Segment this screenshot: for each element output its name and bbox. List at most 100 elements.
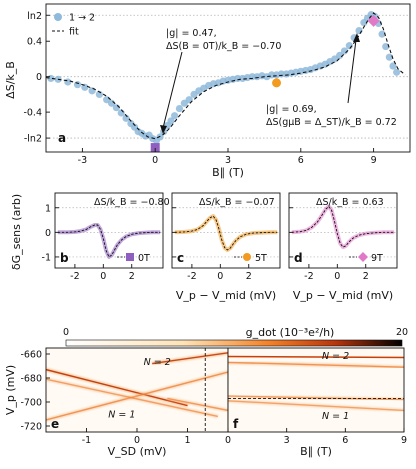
y-tick-label: -720 bbox=[20, 422, 42, 433]
data-point bbox=[171, 112, 179, 120]
annotation-2-arrow bbox=[347, 39, 357, 104]
data-point bbox=[393, 68, 401, 76]
diamond-marker-icon bbox=[358, 252, 368, 262]
panel-e-letter: e bbox=[51, 417, 59, 431]
x-tick-label: -2 bbox=[187, 271, 196, 282]
charge-state-label: N = 1 bbox=[108, 410, 135, 421]
data-point bbox=[378, 30, 386, 38]
marker-5T bbox=[272, 78, 282, 88]
x-tick-label: 1 bbox=[185, 435, 191, 446]
data-point bbox=[385, 53, 393, 61]
panel-c: -2 0 2 ΔS/k_B = −0.07 c 5T V_p − V_mid (mV… bbox=[171, 192, 281, 302]
colorbar-tick-min: 0 bbox=[63, 327, 69, 338]
y-tick-label: ln2 bbox=[27, 11, 42, 22]
panel-c-legend: 5T bbox=[234, 253, 267, 264]
panel-e-ylabel: V_p (mV) bbox=[4, 365, 17, 415]
x-tick-label: 0 bbox=[100, 271, 106, 282]
panel-d: -2 0 2 ΔS/k_B = 0.63 d 9T V_p − V_mid (mV) bbox=[288, 192, 398, 302]
panel-b-frame bbox=[54, 192, 164, 269]
square-marker-icon bbox=[126, 253, 134, 261]
transition-line bbox=[228, 400, 404, 412]
y-tick-label: 0.4 bbox=[27, 37, 42, 48]
data-point bbox=[355, 26, 363, 35]
transition-line bbox=[46, 371, 228, 421]
panel-f-xlabel: B∥ (T) bbox=[300, 445, 332, 458]
panel-b-legend: 0T bbox=[117, 253, 150, 264]
annotation-1-line1: |g| = 0.47, bbox=[166, 28, 217, 39]
y-tick-label: -660 bbox=[20, 350, 42, 361]
transition-line bbox=[228, 355, 404, 359]
y-tick-label: -700 bbox=[20, 398, 42, 409]
panel-d-xlabel: V_p − V_mid (mV) bbox=[293, 289, 393, 302]
x-tick-label: -2 bbox=[70, 271, 79, 282]
fit-curve bbox=[174, 215, 278, 251]
charge-state-label: N = 2 bbox=[322, 351, 349, 362]
panel-a-xlabel: B∥ (T) bbox=[212, 166, 244, 179]
panel-d-annotation: ΔS/k_B = 0.63 bbox=[316, 197, 384, 208]
panel-a-letter: a bbox=[58, 131, 66, 145]
legend-label-points: 1 → 2 bbox=[69, 13, 95, 24]
legend-label-0T: 0T bbox=[138, 253, 150, 264]
data-point bbox=[122, 114, 130, 122]
panel-a: -3 0 3 6 9 -ln2 -0.4 0 0.4 ln2 B∥ (T) ΔS/k_B a 1… bbox=[4, 3, 411, 179]
panel-b-annotation: ΔS/k_B = −0.80 bbox=[94, 197, 170, 208]
data-point bbox=[73, 81, 82, 89]
legend-point-marker bbox=[54, 13, 62, 21]
annotation-2-line1: |g| = 0.69, bbox=[266, 104, 317, 115]
panel-c-xlabel: V_p − V_mid (mV) bbox=[176, 289, 276, 302]
data-point bbox=[81, 83, 89, 91]
x-tick-label: 3 bbox=[225, 155, 231, 166]
panel-b: -2 0 2 -1 0 1 ΔS/k_B = −0.80 b 0T δG_sens (ar… bbox=[10, 192, 170, 282]
x-tick-label: 0 bbox=[134, 435, 140, 446]
colorbar-gradient bbox=[65, 339, 403, 347]
legend-a: 1 → 2 fit bbox=[52, 13, 95, 38]
x-tick-label: -3 bbox=[78, 155, 87, 166]
x-tick-label: 2 bbox=[129, 271, 135, 282]
data-point bbox=[382, 42, 390, 51]
panel-d-legend: 9T bbox=[349, 252, 383, 264]
y-tick-label: -0.4 bbox=[23, 108, 42, 119]
panel-e: N = 2 N = 1 -1 0 1 -660 -680 -700 -720 e V_SD (… bbox=[4, 347, 229, 458]
y-tick-label: -ln2 bbox=[24, 134, 42, 145]
x-tick-label: 2 bbox=[246, 271, 252, 282]
x-tick-label: -1 bbox=[82, 435, 91, 446]
data-point bbox=[64, 78, 72, 86]
fit-line bbox=[46, 12, 406, 140]
panel-c-annotation: ΔS/k_B = −0.07 bbox=[199, 197, 275, 208]
colorbar-label: g_dot (10⁻³e²/h) bbox=[246, 326, 335, 339]
panel-d-letter: d bbox=[294, 251, 303, 265]
x-tick-label: 9 bbox=[401, 435, 407, 446]
x-tick-label: 6 bbox=[342, 435, 348, 446]
x-tick-label: 2 bbox=[363, 271, 369, 282]
panel-b-letter: b bbox=[60, 251, 69, 265]
fit-curve bbox=[57, 224, 161, 258]
x-tick-label: 0 bbox=[217, 271, 223, 282]
panel-f-letter: f bbox=[233, 417, 239, 431]
data-point bbox=[88, 87, 96, 95]
annotation-2-arrowhead bbox=[353, 33, 360, 42]
circle-marker-icon bbox=[243, 253, 251, 261]
x-tick-label: 0 bbox=[225, 435, 231, 446]
marker-9T bbox=[367, 14, 380, 27]
y-tick-label: -680 bbox=[20, 374, 42, 385]
transition-line bbox=[46, 368, 188, 407]
y-tick-label: 0 bbox=[36, 72, 42, 83]
transition-line bbox=[152, 352, 228, 365]
annotation-1-arrow bbox=[162, 51, 183, 129]
data-point bbox=[389, 62, 397, 70]
x-tick-label: 6 bbox=[298, 155, 304, 166]
y-tick-label: -1 bbox=[42, 252, 51, 263]
panel-f-background bbox=[228, 348, 404, 432]
panel-b-ylabel: δG_sens (arb) bbox=[10, 194, 23, 270]
panel-f-frame bbox=[227, 347, 405, 433]
annotation-1-arrowhead bbox=[160, 125, 167, 134]
panel-c-frame bbox=[171, 192, 281, 269]
legend-label-5T: 5T bbox=[255, 253, 267, 264]
colorbar-tick-max: 20 bbox=[396, 327, 408, 338]
x-tick-label: 0 bbox=[152, 155, 158, 166]
panel-f: N = 2 N = 1 0 3 6 9 f B∥ (T) bbox=[225, 347, 407, 458]
panel-a-ylabel: ΔS/k_B bbox=[4, 61, 17, 99]
charge-state-label: N = 2 bbox=[144, 357, 171, 368]
x-tick-label: 9 bbox=[371, 155, 377, 166]
charge-state-label: N = 1 bbox=[322, 411, 349, 422]
